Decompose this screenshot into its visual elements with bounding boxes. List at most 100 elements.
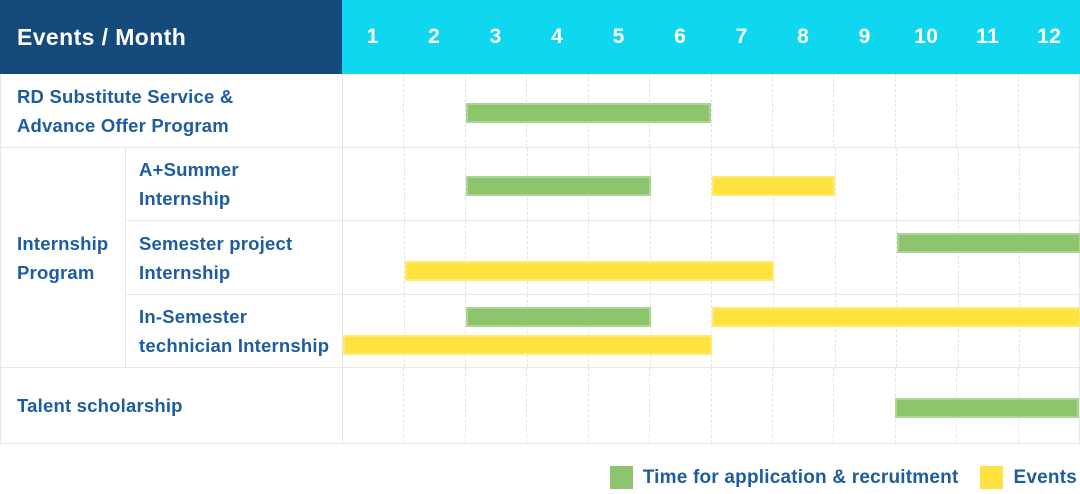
legend-item-green: Time for application & recruitment: [609, 466, 959, 489]
month-gridcell: [403, 221, 466, 294]
month-gridcell: [957, 221, 1020, 294]
table-body: RD Substitute Service & Advance Offer Pro…: [0, 74, 1080, 444]
row-label-line: Talent scholarship: [17, 395, 183, 416]
row-label-line: Internship: [139, 261, 231, 283]
month-gridcell: [649, 148, 712, 220]
table-row-in-semester-technician-internship: In-Semester technician Internship: [125, 295, 1080, 367]
month-gridcell: [711, 221, 773, 294]
row-label-line: Advance Offer Program: [17, 114, 229, 136]
chart-area: [342, 74, 1079, 147]
month-label: 10: [914, 25, 939, 48]
month-gridcell: [894, 74, 956, 147]
row-label: Semester project Internship: [125, 221, 342, 294]
month-gridcell: [588, 221, 650, 294]
month-gridcell: [834, 295, 897, 367]
month-label: 1: [366, 25, 379, 48]
month-label: 11: [976, 25, 1000, 48]
month-gridcell: [343, 148, 404, 220]
month-gridcell: [896, 221, 958, 294]
month-gridcell: [526, 221, 589, 294]
table-row-talent-scholarship: Talent scholarship: [1, 368, 1079, 444]
event-bar: [712, 307, 1080, 327]
month-gridcell: [957, 295, 1020, 367]
month-gridcell: [957, 148, 1020, 220]
month-gridcell: [343, 368, 403, 443]
month-gridcell: [773, 295, 835, 367]
month-gridcell: [649, 221, 712, 294]
chart-area: [342, 368, 1079, 443]
legend-label: Time for application & recruitment: [642, 466, 959, 488]
month-gridcell: [526, 295, 589, 367]
month-gridcell: [711, 148, 773, 220]
row-label-line: Program: [17, 261, 95, 283]
month-gridcell: [403, 295, 466, 367]
month-label: 12: [1037, 25, 1062, 48]
chart-area: [342, 221, 1080, 294]
event-bar: [712, 176, 835, 196]
application-bar: [465, 102, 711, 123]
application-bar: [896, 233, 1080, 253]
month-label: 2: [428, 25, 441, 48]
month-gridcell: [834, 221, 897, 294]
table-row-a-plus-summer-internship: A+Summer Internship: [125, 148, 1080, 221]
row-label-line: In-Semester: [139, 306, 248, 327]
month-gridcell: [343, 74, 403, 147]
group-subrows: A+Summer Internship Semester project Intern…: [125, 148, 1080, 367]
row-label-line: technician Internship: [139, 335, 330, 356]
month-gridcell: [1017, 74, 1079, 147]
month-gridcell: [771, 74, 833, 147]
events-month-header-cell: Events / Month: [0, 0, 342, 74]
row-label: Talent scholarship: [1, 368, 342, 443]
month-gridcell: [710, 368, 772, 443]
month-gridcell: [587, 368, 649, 443]
row-label: In-Semester technician Internship: [125, 295, 342, 367]
table-row-rd-substitute-service: RD Substitute Service & Advance Offer Pro…: [1, 74, 1079, 148]
month-gridcell: [465, 221, 527, 294]
row-label: RD Substitute Service & Advance Offer Pro…: [1, 74, 342, 147]
month-label: 3: [489, 25, 502, 48]
month-gridcell: [464, 74, 526, 147]
row-label-line: A+Summer: [139, 159, 239, 180]
month-gridcell: [403, 74, 464, 147]
chart-area: [342, 295, 1080, 367]
row-label-line: Semester project: [139, 232, 293, 254]
month-gridcell: [896, 148, 958, 220]
row-label-line: RD Substitute Service &: [17, 85, 234, 107]
month-gridcell: [343, 295, 404, 367]
month-gridcell: [834, 148, 897, 220]
month-gridcell: [710, 74, 772, 147]
month-label: 5: [612, 25, 625, 48]
month-label: 9: [858, 25, 871, 48]
month-gridcell: [1019, 148, 1080, 220]
month-gridcell: [771, 368, 833, 443]
legend-swatch-green: [609, 466, 633, 489]
month-gridcell: [465, 148, 527, 220]
chart-area: [342, 148, 1080, 220]
month-gridcell: [896, 295, 958, 367]
month-gridcell: [711, 295, 773, 367]
month-gridcell: [403, 368, 464, 443]
month-label: 6: [674, 25, 687, 48]
application-bar: [895, 397, 1079, 418]
row-label-line: Internship: [139, 188, 231, 209]
month-gridcell: [464, 368, 526, 443]
row-label: A+Summer Internship: [125, 148, 342, 220]
month-gridcell: [343, 221, 404, 294]
month-gridcell: [833, 368, 894, 443]
month-label: 8: [797, 25, 810, 48]
month-gridcell: [526, 368, 587, 443]
table-rowgroup-internship-program: Internship Program A+Summer Internship Semes…: [1, 148, 1080, 368]
month-gridcell: [773, 221, 835, 294]
month-gridcell: [649, 368, 710, 443]
month-gridcell: [1019, 221, 1080, 294]
month-gridcell: [403, 148, 466, 220]
month-gridcell: [588, 295, 650, 367]
event-bar: [404, 261, 774, 281]
application-bar: [466, 307, 651, 327]
month-gridcell: [465, 295, 527, 367]
month-gridcell: [956, 74, 1017, 147]
row-label-line: Internship: [17, 232, 109, 254]
legend-swatch-yellow: [980, 466, 1004, 489]
month-header-row: 1 2 3 4 5 6 7 8 9 10 11 12: [342, 0, 1080, 74]
